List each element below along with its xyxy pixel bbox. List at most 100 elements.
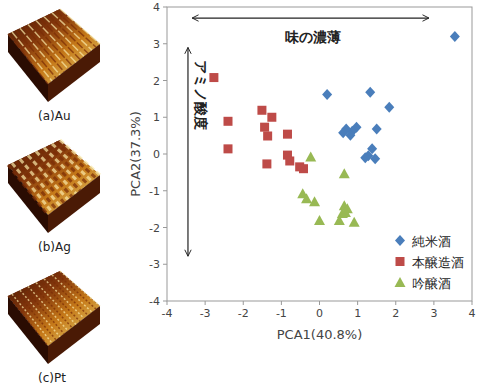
afm-texture <box>56 11 96 47</box>
afm-texture <box>24 157 64 202</box>
image-label: (c)Pt <box>38 371 66 385</box>
y-tick-label: -3 <box>149 258 160 271</box>
data-point <box>322 89 332 100</box>
data-point <box>305 151 316 161</box>
data-point <box>209 73 218 82</box>
y-tick <box>163 301 167 302</box>
y-tick <box>163 264 167 265</box>
afm-texture <box>32 284 72 327</box>
legend: 純米酒本醸造酒吟醸酒 <box>395 234 465 291</box>
data-point <box>342 203 353 213</box>
data-point <box>314 215 325 225</box>
afm-texture <box>60 271 100 306</box>
y-tick-label: 3 <box>153 38 160 51</box>
data-point <box>260 123 269 132</box>
data-point <box>349 217 360 227</box>
x-tick <box>472 301 473 305</box>
x-tick <box>395 301 396 305</box>
data-point <box>384 102 394 113</box>
x-tick <box>243 301 244 305</box>
image-label: (b)Ag <box>38 240 71 254</box>
legend-marker <box>395 277 406 287</box>
afm-texture <box>12 294 52 343</box>
data-point <box>224 117 233 126</box>
data-point <box>339 168 350 178</box>
data-point <box>334 215 345 225</box>
legend-label: 本醸造酒 <box>412 255 464 270</box>
afm-texture <box>12 32 52 81</box>
afm-surface <box>8 140 100 215</box>
afm-side <box>48 44 100 102</box>
data-point <box>338 127 348 138</box>
y-tick-label: 0 <box>153 148 160 161</box>
afm-texture <box>20 28 60 75</box>
afm-texture <box>40 281 80 322</box>
x-axis-title: PCA1(40.8%) <box>277 327 363 342</box>
afm-surface <box>8 271 100 346</box>
afm-texture <box>20 290 60 337</box>
data-point <box>262 159 271 168</box>
data-point <box>301 193 312 203</box>
x-tick-label: -1 <box>276 307 287 320</box>
x-tick-label: -4 <box>162 307 173 320</box>
y-tick <box>163 43 167 44</box>
x-tick <box>433 301 434 305</box>
afm-surface <box>8 140 100 215</box>
x-tick-label: 4 <box>469 307 476 320</box>
afm-texture <box>8 296 48 346</box>
afm-texture <box>56 273 96 309</box>
figure: (a)Au(b)Ag(c)Pt-4-3-2-101234-4-3-2-10123… <box>0 0 480 386</box>
annotation-arrow <box>192 17 429 18</box>
afm-texture <box>28 286 68 330</box>
afm-image <box>8 9 100 102</box>
afm-texture <box>16 292 56 340</box>
x-tick-label: 3 <box>430 307 437 320</box>
y-tick-label: -2 <box>149 222 160 235</box>
afm-texture <box>28 24 68 68</box>
y-tick-label: 1 <box>153 111 160 124</box>
afm-texture <box>52 275 92 312</box>
afm-texture <box>8 165 48 215</box>
afm-surface <box>8 271 100 346</box>
data-point <box>450 31 460 42</box>
x-tick-label: 2 <box>392 307 399 320</box>
annotation-text: アミノ酸度 <box>193 60 209 130</box>
afm-image <box>8 140 100 233</box>
y-axis-title: PCA2(37.3%) <box>128 111 143 197</box>
x-tick <box>281 301 282 305</box>
y-tick <box>163 80 167 81</box>
data-point <box>263 131 272 140</box>
y-tick-label: -1 <box>149 185 160 198</box>
afm-texture <box>60 140 100 175</box>
data-point <box>267 113 276 122</box>
x-tick-label: -2 <box>238 307 249 320</box>
afm-surface <box>8 9 100 84</box>
afm-texture <box>16 161 56 209</box>
x-tick-label: -3 <box>200 307 211 320</box>
x-tick <box>357 301 358 305</box>
data-point <box>285 156 294 165</box>
image-label: (a)Au <box>38 109 71 123</box>
afm-texture <box>56 142 96 178</box>
x-tick-label: 0 <box>316 307 323 320</box>
afm-side <box>8 296 48 364</box>
data-point <box>367 143 377 154</box>
data-point <box>257 106 266 115</box>
y-tick-label: 2 <box>153 75 160 88</box>
legend-label: 純米酒 <box>412 234 451 249</box>
y-tick-label: 4 <box>153 1 160 14</box>
data-point <box>224 144 233 153</box>
data-point <box>372 124 382 135</box>
y-tick <box>163 190 167 191</box>
afm-texture <box>8 34 48 84</box>
legend-marker <box>395 235 405 246</box>
annotation-text: 味の濃薄 <box>285 29 341 45</box>
x-tick <box>319 301 320 305</box>
data-point <box>299 164 308 173</box>
x-tick <box>167 301 168 305</box>
legend-label: 吟醸酒 <box>412 276 451 291</box>
points <box>209 31 459 227</box>
annotation-arrow <box>187 47 188 256</box>
data-point <box>360 152 370 163</box>
afm-texture <box>12 163 52 212</box>
